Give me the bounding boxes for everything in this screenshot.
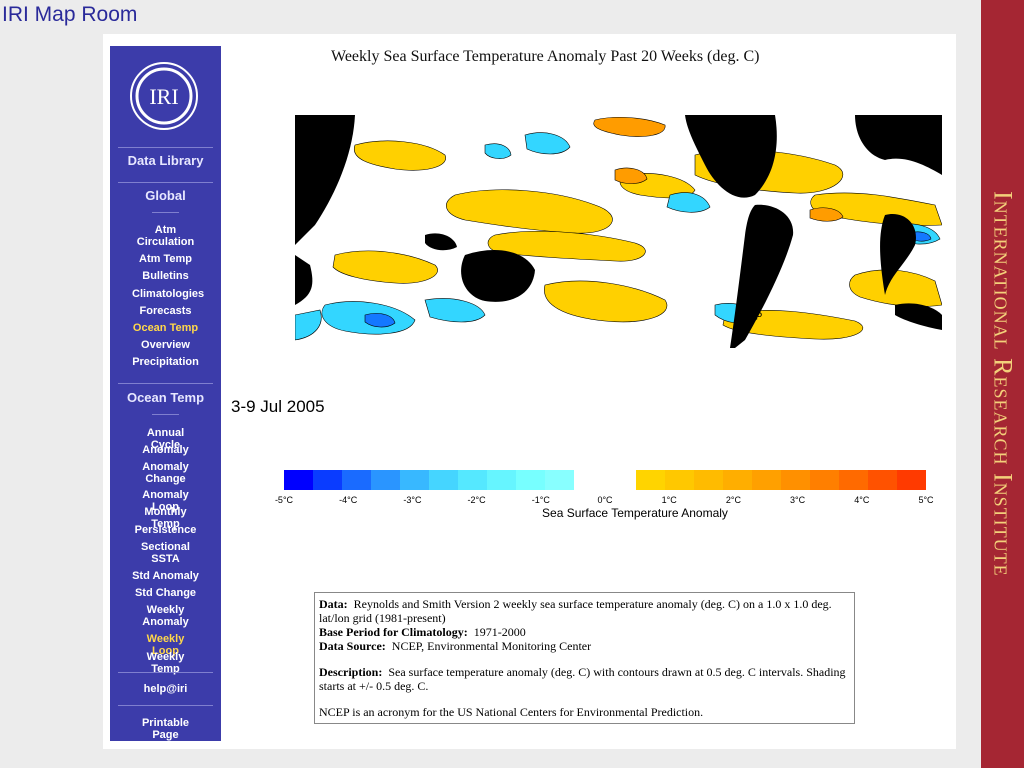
colorbar-swatch-warm: [636, 470, 665, 490]
contour-label: -0.5: [745, 309, 763, 320]
sidebar-item-annual-cycle[interactable]: Annual Cycle: [146, 427, 185, 451]
divider: [118, 705, 213, 706]
sidebar-item-bulletins[interactable]: Bulletins: [142, 270, 189, 282]
sidebar-item-climatologies[interactable]: Climatologies: [132, 288, 205, 300]
iri-logo-icon[interactable]: IRI: [128, 60, 200, 132]
colorbar-swatch-cold: [371, 470, 400, 490]
sidebar-item-std-anomaly[interactable]: Std Anomaly: [132, 570, 199, 582]
sidebar-item-precipitation[interactable]: Precipitation: [132, 356, 199, 368]
brand-vertical-text: International Research Institute: [988, 191, 1018, 577]
sst-anomaly-map[interactable]: -0.5 0.5: [295, 115, 942, 348]
sidebar-item-overview[interactable]: Overview: [141, 339, 190, 351]
colorbar-tick-label: -4°C: [339, 495, 358, 505]
logo-text: IRI: [149, 84, 178, 109]
colorbar-legend: Sea Surface Temperature Anomaly -5°C -4°C…: [275, 470, 934, 520]
printable-page-link[interactable]: Printable Page: [141, 717, 190, 741]
sidebar-item-weekly-loop[interactable]: Weekly Loop: [146, 633, 185, 657]
data-source-label: Data Source:: [319, 639, 386, 653]
colorbar-swatch-cold: [342, 470, 371, 490]
sidebar-item-weekly-anomaly[interactable]: Weekly Anomaly: [142, 604, 189, 628]
divider: [118, 147, 213, 148]
colorbar-swatch-cold: [400, 470, 429, 490]
sidebar-nav: IRI Data Library Global Atm Circulation A…: [110, 46, 221, 741]
colorbar-tick-label: 5°C: [918, 495, 934, 505]
colorbar-tick-label: 3°C: [790, 495, 806, 505]
help-link[interactable]: help@iri: [143, 683, 188, 695]
colorbar-swatch-cold: [458, 470, 487, 490]
sidebar-item-data-library[interactable]: Data Library: [127, 153, 204, 168]
colorbar-swatch-cold: [516, 470, 545, 490]
colorbar-swatch-warm: [897, 470, 926, 490]
divider: [118, 182, 213, 183]
sidebar-heading-ocean-temp[interactable]: Ocean Temp: [126, 390, 205, 405]
colorbar-tick-label: -1°C: [532, 495, 551, 505]
colorbar-swatch-warm: [723, 470, 752, 490]
sidebar-item-anomaly-loop[interactable]: Anomaly Loop: [142, 489, 189, 513]
sidebar-item-atm-circulation[interactable]: Atm Circulation: [136, 224, 195, 248]
sidebar-item-ocean-temp[interactable]: Ocean Temp: [132, 322, 199, 334]
sidebar-heading-global[interactable]: Global: [145, 188, 186, 203]
land-masses: [295, 115, 942, 348]
colorbar-swatch-warm: [868, 470, 897, 490]
sidebar-item-std-change[interactable]: Std Change: [134, 587, 197, 599]
colorbar-swatch-warm: [752, 470, 781, 490]
description-text: Sea surface temperature anomaly (deg. C)…: [319, 665, 846, 693]
ncep-note: NCEP is an acronym for the US National C…: [319, 705, 704, 719]
divider: [152, 414, 179, 415]
data-label: Data:: [319, 597, 348, 611]
colorbar-tick-label: 4°C: [854, 495, 870, 505]
contour-label: 0.5: [683, 327, 697, 338]
data-source-text: NCEP, Environmental Monitoring Center: [391, 639, 592, 653]
colorbar-swatch-warm: [839, 470, 868, 490]
colorbar-tick-label: 2°C: [726, 495, 742, 505]
strong-warm-regions: [593, 116, 844, 222]
brand-strip: [981, 0, 1024, 768]
date-label: 3-9 Jul 2005: [231, 397, 325, 416]
colorbar-swatch-cold: [429, 470, 458, 490]
data-text: Reynolds and Smith Version 2 weekly sea …: [319, 597, 832, 625]
colorbar-swatch-cold: [487, 470, 516, 490]
divider: [118, 672, 213, 673]
base-period-label: Base Period for Climatology:: [319, 625, 468, 639]
app-title: IRI Map Room: [2, 3, 138, 26]
colorbar-tick-label: -3°C: [403, 495, 422, 505]
colorbar-swatch-cold: [545, 470, 574, 490]
sidebar-item-atm-temp[interactable]: Atm Temp: [139, 253, 192, 265]
colorbar-tick-label: 1°C: [662, 495, 678, 505]
description-box: Data: Reynolds and Smith Version 2 weekl…: [314, 592, 855, 724]
colorbar-tick-label: -5°C: [275, 495, 294, 505]
sidebar-item-persistence[interactable]: Persistence: [134, 524, 197, 536]
brand-strip-text-wrapper: International Research Institute: [981, 18, 1024, 750]
sidebar-item-monthly-temp[interactable]: Monthly Temp: [144, 506, 187, 530]
colorbar-tick-label: 0°C: [597, 495, 613, 505]
divider: [152, 212, 179, 213]
colorbar-swatch-cold: [313, 470, 342, 490]
base-period-text: 1971-2000: [473, 625, 526, 639]
colorbar-swatch-warm: [810, 470, 839, 490]
colorbar-swatch-warm: [694, 470, 723, 490]
colorbar-tick-label: -2°C: [468, 495, 487, 505]
colorbar-swatch-warm: [665, 470, 694, 490]
description-label: Description:: [319, 665, 383, 679]
divider: [118, 383, 213, 384]
colorbar-swatch-cold: [284, 470, 313, 490]
colorbar-swatch-warm: [781, 470, 810, 490]
sidebar-item-anomaly-change[interactable]: Anomaly Change: [142, 461, 189, 485]
colorbar-label: Sea Surface Temperature Anomaly: [542, 506, 728, 520]
sidebar-item-sectional-ssta[interactable]: Sectional SSTA: [141, 541, 190, 565]
map-title: Weekly Sea Surface Temperature Anomaly P…: [331, 48, 760, 65]
sidebar-item-forecasts[interactable]: Forecasts: [139, 305, 192, 317]
sidebar-item-anomaly[interactable]: Anomaly: [142, 444, 189, 456]
